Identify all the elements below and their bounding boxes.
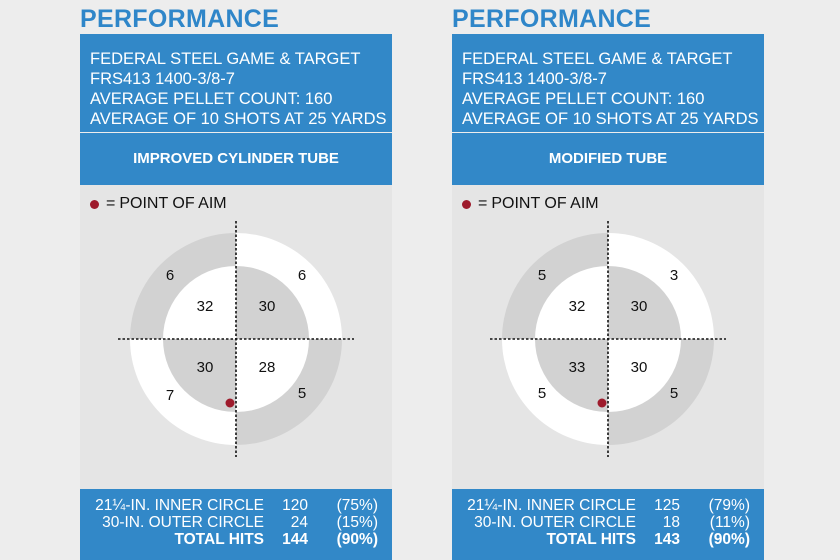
stat-percent: (79%)	[708, 497, 750, 514]
stat-label: 21¼-IN. INNER CIRCLE	[95, 497, 264, 514]
aim-dot-icon	[90, 199, 99, 209]
pattern-target-diagram: 6 6 7 5 32 30 30 28	[118, 221, 354, 457]
point-of-aim-marker	[225, 398, 235, 408]
inner-hits-top-left: 32	[197, 298, 214, 315]
performance-panel-right: PERFORMANCE FEDERAL STEEL GAME & TARGET …	[452, 0, 764, 560]
aim-dot-icon	[462, 199, 471, 209]
aim-legend-label: POINT OF AIM	[491, 195, 599, 212]
outer-hits-top-left: 5	[538, 267, 546, 284]
choke-tube-label: MODIFIED TUBE	[452, 133, 764, 185]
inner-circle-bottom-left	[535, 339, 608, 412]
stat-row-outer: 30-IN. OUTER CIRCLE 24 (15%)	[80, 514, 392, 532]
hit-stats-table: 21¼-IN. INNER CIRCLE 125 (79%) 30-IN. OU…	[452, 489, 764, 560]
inner-circle-bottom-right	[236, 339, 309, 412]
load-info-header: FEDERAL STEEL GAME & TARGET FRS413 1400-…	[80, 34, 392, 132]
header-line-shots: AVERAGE OF 10 SHOTS AT 25 YARDS	[462, 110, 759, 128]
inner-circle-bottom-right	[608, 339, 681, 412]
panel-title: PERFORMANCE	[452, 5, 652, 33]
stat-count: 24	[290, 514, 308, 531]
stat-label: 21¼-IN. INNER CIRCLE	[467, 497, 636, 514]
inner-hits-bottom-left: 33	[569, 359, 586, 376]
outer-hits-bottom-left: 5	[538, 385, 546, 402]
stat-percent: (90%)	[708, 531, 750, 548]
outer-hits-top-right: 3	[670, 267, 678, 284]
inner-hits-top-right: 30	[259, 298, 276, 315]
stat-label: TOTAL HITS	[174, 531, 264, 548]
pattern-target-diagram: 5 3 5 5 32 30 33 30	[490, 221, 726, 457]
stat-count: 143	[654, 531, 680, 548]
inner-hits-bottom-right: 28	[259, 359, 276, 376]
header-line-pellet-count: AVERAGE PELLET COUNT: 160	[462, 90, 705, 108]
inner-hits-bottom-right: 30	[631, 359, 648, 376]
point-of-aim-marker	[597, 398, 607, 408]
aim-legend-equals: =	[106, 195, 116, 212]
inner-circle-top-left	[535, 266, 608, 339]
stat-count: 120	[282, 497, 308, 514]
inner-circle-top-right	[608, 266, 681, 339]
stat-label: TOTAL HITS	[546, 531, 636, 548]
point-of-aim-legend: = POINT OF AIM	[90, 195, 227, 213]
inner-hits-bottom-left: 30	[197, 359, 214, 376]
header-line-pellet-count: AVERAGE PELLET COUNT: 160	[90, 90, 333, 108]
pattern-target-area: = POINT OF AIM 6 6 7 5 32 30 30 28	[80, 185, 392, 489]
outer-hits-top-right: 6	[298, 267, 306, 284]
stat-count: 18	[662, 514, 680, 531]
stat-percent: (11%)	[709, 514, 750, 531]
stat-row-outer: 30-IN. OUTER CIRCLE 18 (11%)	[452, 514, 764, 532]
stat-row-inner: 21¼-IN. INNER CIRCLE 125 (79%)	[452, 497, 764, 515]
point-of-aim-legend: = POINT OF AIM	[462, 195, 599, 213]
performance-panel-left: PERFORMANCE FEDERAL STEEL GAME & TARGET …	[80, 0, 392, 560]
choke-tube-label: IMPROVED CYLINDER TUBE	[80, 133, 392, 185]
stat-count: 144	[282, 531, 308, 548]
pattern-target-area: = POINT OF AIM 5 3 5 5 32 30 33 30	[452, 185, 764, 489]
outer-hits-bottom-left: 7	[166, 387, 174, 404]
stat-label: 30-IN. OUTER CIRCLE	[102, 514, 264, 531]
header-line-load: FEDERAL STEEL GAME & TARGET	[90, 50, 361, 68]
stat-percent: (15%)	[336, 514, 378, 531]
inner-hits-top-right: 30	[631, 298, 648, 315]
inner-circle-bottom-left	[163, 339, 236, 412]
outer-hits-top-left: 6	[166, 267, 174, 284]
header-line-model: FRS413 1400-3/8-7	[462, 70, 607, 88]
stat-count: 125	[654, 497, 680, 514]
outer-hits-bottom-right: 5	[670, 385, 678, 402]
header-line-shots: AVERAGE OF 10 SHOTS AT 25 YARDS	[90, 110, 387, 128]
stat-percent: (90%)	[336, 531, 378, 548]
stat-percent: (75%)	[336, 497, 378, 514]
aim-legend-equals: =	[478, 195, 488, 212]
aim-legend-label: POINT OF AIM	[119, 195, 227, 212]
inner-circle-top-right	[236, 266, 309, 339]
header-line-model: FRS413 1400-3/8-7	[90, 70, 235, 88]
hit-stats-table: 21¼-IN. INNER CIRCLE 120 (75%) 30-IN. OU…	[80, 489, 392, 560]
outer-hits-bottom-right: 5	[298, 385, 306, 402]
inner-hits-top-left: 32	[569, 298, 586, 315]
load-info-header: FEDERAL STEEL GAME & TARGET FRS413 1400-…	[452, 34, 764, 132]
panel-title: PERFORMANCE	[80, 5, 280, 33]
stat-label: 30-IN. OUTER CIRCLE	[474, 514, 636, 531]
stat-row-total: TOTAL HITS 143 (90%)	[452, 531, 764, 549]
inner-circle-top-left	[163, 266, 236, 339]
stat-row-total: TOTAL HITS 144 (90%)	[80, 531, 392, 549]
header-line-load: FEDERAL STEEL GAME & TARGET	[462, 50, 733, 68]
stat-row-inner: 21¼-IN. INNER CIRCLE 120 (75%)	[80, 497, 392, 515]
